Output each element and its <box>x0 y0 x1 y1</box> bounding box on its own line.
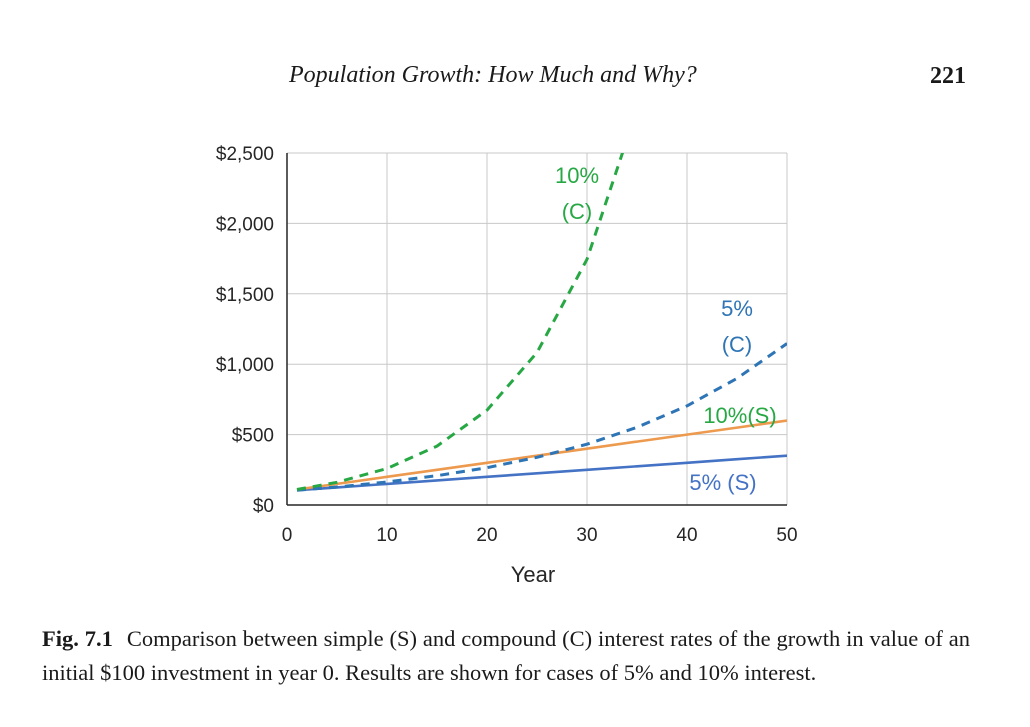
series-line-5-c <box>296 342 787 492</box>
series-label: 5% (S) <box>689 470 756 495</box>
y-tick-label: $1,500 <box>216 285 274 306</box>
y-tick-label: $500 <box>232 426 274 447</box>
figure-caption: Fig. 7.1 Comparison between simple (S) an… <box>42 622 970 690</box>
series-label: 5% <box>721 296 753 321</box>
x-tick-label: 20 <box>476 525 497 546</box>
x-tick-label: 50 <box>776 525 797 546</box>
series-label: (C) <box>722 332 753 357</box>
x-tick-label: 30 <box>576 525 597 546</box>
x-tick-label: 0 <box>282 525 293 546</box>
series-label: 10% <box>555 163 599 188</box>
series-label: (C) <box>562 199 593 224</box>
series-line-5-s <box>296 454 787 492</box>
y-tick-label: $2,500 <box>216 144 274 165</box>
interest-growth-chart: $0 $500 $1,000 $1,500 $2,000 $2,500 0 10 20 30 40 5… <box>216 144 798 587</box>
x-tick-label: 40 <box>676 525 697 546</box>
y-tick-label: $1,000 <box>216 355 274 376</box>
series-lines <box>296 153 787 492</box>
tick-labels: $0 $500 $1,000 $1,500 $2,000 $2,500 0 10 20 30 40 5… <box>216 144 798 546</box>
y-tick-label: $0 <box>253 496 274 517</box>
series-label: 10%(S) <box>703 403 776 428</box>
series-labels: 5% (S) 10%(S) 5% (C) 10% (C) <box>555 163 777 495</box>
series-line-10-s <box>296 419 787 491</box>
x-tick-label: 10 <box>376 525 397 546</box>
y-tick-label: $2,000 <box>216 214 274 235</box>
axes <box>286 153 787 506</box>
x-axis-title: Year <box>511 562 555 587</box>
grid <box>287 152 788 505</box>
figure-label: Fig. 7.1 <box>42 626 113 651</box>
caption-text: Comparison between simple (S) and compou… <box>42 626 970 685</box>
page-number: 221 <box>930 63 966 89</box>
series-line-10-c <box>296 153 625 491</box>
running-head: Population Growth: How Much and Why? <box>289 62 697 88</box>
